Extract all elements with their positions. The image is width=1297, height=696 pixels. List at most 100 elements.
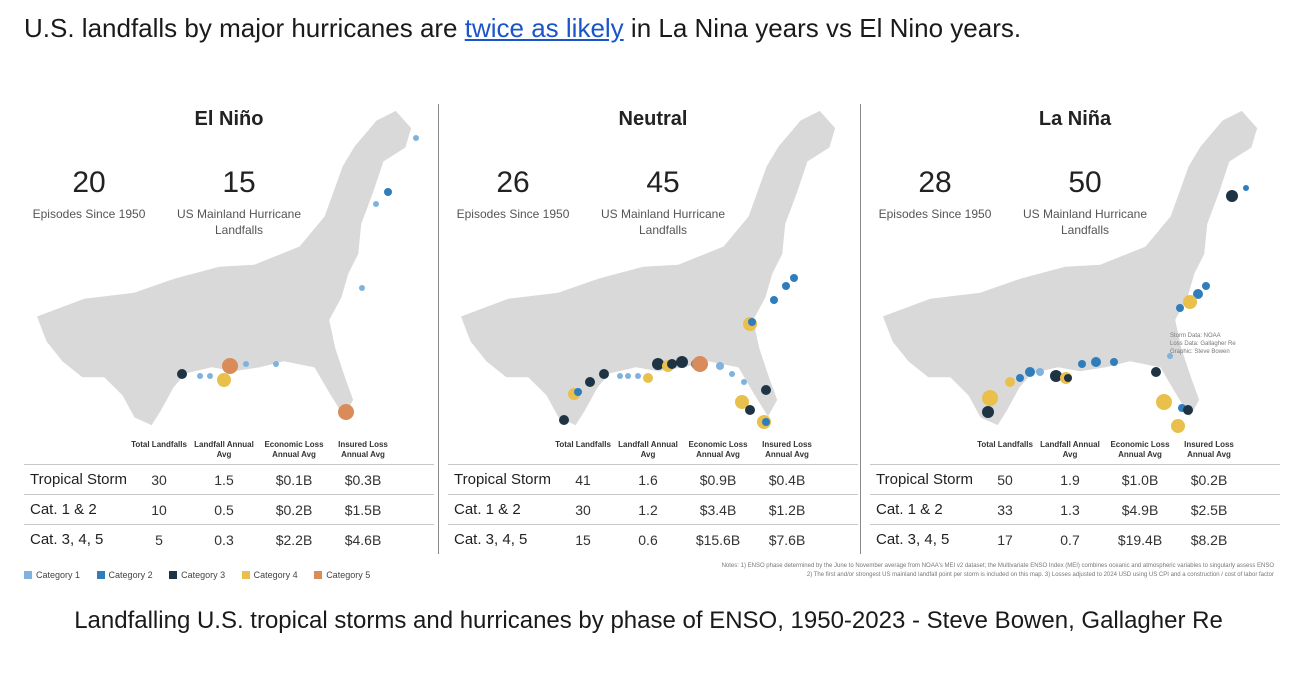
total-landfalls-value: 33 xyxy=(997,502,1013,518)
landfalls-label: US Mainland Hurricane Landfalls xyxy=(1022,207,1148,237)
category-legend: Category 1 Category 2 Category 3 Categor… xyxy=(24,570,384,580)
landfall-marker xyxy=(599,369,609,379)
landfall-marker xyxy=(1183,405,1193,415)
stats-row: Cat. 3, 4, 5 17 0.7 $19.4B $8.2B xyxy=(870,524,1280,555)
stats-row: Cat. 1 & 2 33 1.3 $4.9B $2.5B xyxy=(870,494,1280,525)
landfall-marker xyxy=(273,361,279,367)
total-landfalls-value: 30 xyxy=(151,472,167,488)
landfall-marker xyxy=(1202,282,1210,290)
landfall-marker xyxy=(741,379,747,385)
row-label: Cat. 3, 4, 5 xyxy=(30,531,104,548)
source-credits: Storm Data: NOAA Loss Data: Gallagher Re… xyxy=(1170,332,1280,356)
landfall-marker xyxy=(1050,370,1062,382)
us-southeast-landmass xyxy=(881,109,1259,427)
episodes-label: Episodes Since 1950 xyxy=(878,207,992,221)
twice-as-likely-link[interactable]: twice as likely xyxy=(464,13,624,43)
landfall-marker xyxy=(735,395,749,409)
panel-title: Neutral xyxy=(618,108,688,130)
landfall-marker xyxy=(1110,358,1118,366)
landfall-marker xyxy=(643,373,653,383)
landfalls-count: 15 xyxy=(222,166,256,199)
stats-row: Tropical Storm 41 1.6 $0.9B $0.4B xyxy=(448,464,858,495)
landfall-marker xyxy=(585,377,595,387)
landfalls-label: US Mainland Hurricane Landfalls xyxy=(600,207,726,237)
image-caption: Landfalling U.S. tropical storms and hur… xyxy=(74,607,1223,634)
legend-swatch xyxy=(96,571,105,579)
landfall-marker xyxy=(222,358,238,374)
column-header-insured-loss: Insured Loss Annual Avg xyxy=(338,440,388,459)
insured-loss-value: $1.5B xyxy=(344,502,382,518)
headline-text-start: U.S. landfalls by major hurricanes are xyxy=(24,13,465,43)
landfall-marker xyxy=(207,373,213,379)
notes-line: 2) The first and/or strongest US mainlan… xyxy=(806,572,1274,578)
source-line: Loss Data: Gallagher Re xyxy=(1170,341,1236,347)
landfall-marker xyxy=(1078,360,1086,368)
legend-label: Category 5 xyxy=(326,570,371,580)
landfall-marker xyxy=(667,359,677,369)
total-landfalls-value: 41 xyxy=(575,472,591,488)
landfalls-count: 45 xyxy=(646,166,680,199)
landfall-marker xyxy=(1016,374,1024,382)
landfall-marker xyxy=(676,356,688,368)
panel-la-nina: La Niña 28 Episodes Since 1950 50 US Mai… xyxy=(870,96,1280,590)
landfall-avg-value: 0.6 xyxy=(638,532,658,548)
column-header-landfall-avg: Landfall Annual Avg xyxy=(194,440,254,459)
landfall-marker xyxy=(1226,190,1238,202)
economic-loss-value: $3.4B xyxy=(699,502,737,518)
source-line: Graphic: Steve Bowen xyxy=(1170,349,1230,355)
stats-row: Tropical Storm 50 1.9 $1.0B $0.2B xyxy=(870,464,1280,495)
landfall-avg-value: 0.3 xyxy=(214,532,234,548)
landfall-marker xyxy=(617,373,623,379)
landfall-marker xyxy=(790,274,798,282)
insured-loss-value: $0.2B xyxy=(1190,472,1228,488)
economic-loss-value: $15.6B xyxy=(695,532,741,548)
insured-loss-value: $2.5B xyxy=(1190,502,1228,518)
panel-title: La Niña xyxy=(1038,108,1112,130)
landfall-marker xyxy=(982,406,994,418)
notes-line: Notes: 1) ENSO phase determined by the J… xyxy=(721,563,1274,569)
landfall-marker xyxy=(625,373,631,379)
landfall-marker xyxy=(1171,419,1185,433)
economic-loss-value: $1.0B xyxy=(1121,472,1159,488)
landfall-marker xyxy=(1064,374,1072,382)
legend-label: Category 3 xyxy=(181,570,226,580)
stats-row: Cat. 1 & 2 30 1.2 $3.4B $1.2B xyxy=(448,494,858,525)
legend-swatch xyxy=(24,571,32,579)
row-label: Cat. 3, 4, 5 xyxy=(454,531,528,548)
landfall-marker xyxy=(373,201,379,207)
landfall-marker xyxy=(1151,367,1161,377)
landfalls-count: 50 xyxy=(1068,166,1102,199)
landfall-marker xyxy=(177,369,187,379)
landfall-marker xyxy=(384,188,392,196)
landfall-marker xyxy=(635,373,641,379)
landfall-marker xyxy=(729,371,735,377)
total-landfalls-value: 5 xyxy=(155,532,163,548)
row-label: Tropical Storm xyxy=(30,471,127,488)
landfall-marker xyxy=(716,362,724,370)
economic-loss-value: $0.2B xyxy=(275,502,313,518)
economic-loss-value: $0.9B xyxy=(699,472,737,488)
landfall-marker xyxy=(1176,304,1184,312)
landfall-marker xyxy=(762,418,770,426)
insured-loss-value: $0.3B xyxy=(344,472,382,488)
landfall-marker xyxy=(574,388,582,396)
legend-item: Category 2 xyxy=(96,570,153,580)
us-map xyxy=(35,109,419,427)
landfall-marker xyxy=(761,385,771,395)
stats-row: Tropical Storm 30 1.5 $0.1B $0.3B xyxy=(24,464,434,495)
total-landfalls-value: 17 xyxy=(997,532,1013,548)
insured-loss-value: $8.2B xyxy=(1190,532,1228,548)
episodes-count: 28 xyxy=(918,166,952,199)
column-header-insured-loss: Insured Loss Annual Avg xyxy=(1184,440,1234,459)
panel-neutral: Neutral 26 Episodes Since 1950 45 US Mai… xyxy=(448,96,858,590)
row-label: Cat. 3, 4, 5 xyxy=(876,531,950,548)
column-header-economic-loss: Economic Loss Annual Avg xyxy=(264,440,324,459)
insured-loss-value: $7.6B xyxy=(768,532,806,548)
episodes-label: Episodes Since 1950 xyxy=(32,207,146,221)
us-southeast-landmass xyxy=(459,109,837,427)
landfall-avg-value: 1.2 xyxy=(638,502,658,518)
legend-swatch xyxy=(314,571,323,579)
column-header-economic-loss: Economic Loss Annual Avg xyxy=(688,440,748,459)
landfall-avg-value: 1.6 xyxy=(638,472,658,488)
landfall-marker xyxy=(338,404,354,420)
